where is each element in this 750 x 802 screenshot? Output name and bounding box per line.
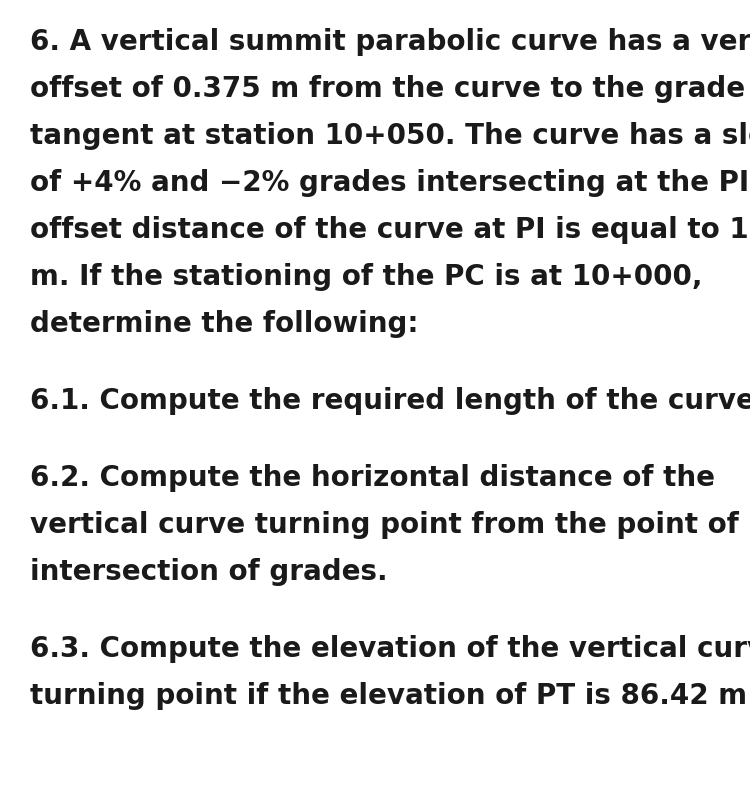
Text: vertical curve turning point from the point of: vertical curve turning point from the po… — [30, 510, 739, 538]
Text: tangent at station 10+050. The curve has a slope: tangent at station 10+050. The curve has… — [30, 122, 750, 150]
Text: offset distance of the curve at PI is equal to 1.50: offset distance of the curve at PI is eq… — [30, 216, 750, 244]
Text: 6.1. Compute the required length of the curve: 6.1. Compute the required length of the … — [30, 387, 750, 415]
Text: turning point if the elevation of PT is 86.42 m.: turning point if the elevation of PT is … — [30, 681, 750, 709]
Text: 6. A vertical summit parabolic curve has a vertical: 6. A vertical summit parabolic curve has… — [30, 28, 750, 56]
Text: intersection of grades.: intersection of grades. — [30, 557, 388, 585]
Text: 6.2. Compute the horizontal distance of the: 6.2. Compute the horizontal distance of … — [30, 464, 715, 492]
Text: m. If the stationing of the PC is at 10+000,: m. If the stationing of the PC is at 10+… — [30, 263, 703, 290]
Text: 6.3. Compute the elevation of the vertical curve: 6.3. Compute the elevation of the vertic… — [30, 634, 750, 662]
Text: of +4% and −2% grades intersecting at the PI. The: of +4% and −2% grades intersecting at th… — [30, 168, 750, 196]
Text: offset of 0.375 m from the curve to the grade: offset of 0.375 m from the curve to the … — [30, 75, 745, 103]
Text: determine the following:: determine the following: — [30, 310, 418, 338]
